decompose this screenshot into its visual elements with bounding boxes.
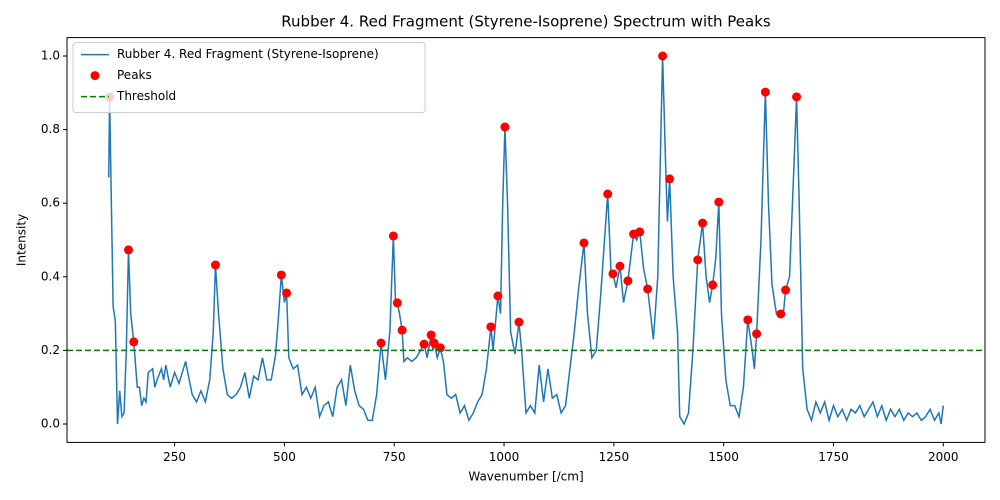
x-tick-label: 1500 <box>708 450 739 464</box>
x-axis-label: Wavenumber [/cm] <box>468 470 583 484</box>
peak-point <box>776 309 786 319</box>
peak-point <box>579 238 589 248</box>
y-tick-label: 1.0 <box>41 49 60 63</box>
legend-marker <box>90 71 100 81</box>
peak-point <box>698 218 708 228</box>
y-axis-label: Intensity <box>15 214 29 266</box>
chart-title: Rubber 4. Red Fragment (Styrene-Isoprene… <box>281 13 771 31</box>
peak-point <box>376 338 386 348</box>
peak-point <box>419 339 429 349</box>
legend-label: Peaks <box>117 68 152 82</box>
peak-point <box>282 288 292 298</box>
peak-point <box>743 315 753 325</box>
peak-point <box>665 174 675 184</box>
peak-point <box>615 261 625 271</box>
peak-point <box>276 270 286 280</box>
peak-point <box>603 189 613 199</box>
peak-point <box>514 317 524 327</box>
y-tick-label: 0.4 <box>41 269 60 283</box>
peak-point <box>752 329 762 339</box>
peak-point <box>643 284 653 294</box>
peak-point <box>426 330 436 340</box>
y-tick-label: 0.6 <box>41 196 60 210</box>
spectrum-line <box>107 55 945 426</box>
x-tick-label: 500 <box>273 450 296 464</box>
peak-point <box>129 337 139 347</box>
x-tick-label: 1250 <box>599 450 630 464</box>
peak-point <box>608 269 618 279</box>
peak-point <box>658 51 668 61</box>
peak-point <box>693 255 703 265</box>
peak-point <box>760 87 770 97</box>
peak-point <box>486 322 496 332</box>
x-tick-label: 1000 <box>489 450 520 464</box>
peak-point <box>714 197 724 207</box>
peak-point <box>792 92 802 102</box>
peak-point <box>493 291 503 301</box>
legend-label: Rubber 4. Red Fragment (Styrene-Isoprene… <box>117 47 379 61</box>
peak-point <box>210 260 220 270</box>
x-tick-label: 250 <box>163 450 186 464</box>
peak-point <box>429 338 439 348</box>
peak-point <box>623 276 633 286</box>
peak-point <box>781 285 791 295</box>
y-tick-label: 0.8 <box>41 122 60 136</box>
x-tick-label: 1750 <box>818 450 849 464</box>
peak-point <box>392 298 402 308</box>
peak-point <box>123 245 133 255</box>
legend-box <box>72 42 426 114</box>
peak-point <box>397 325 407 335</box>
peak-point <box>635 227 645 237</box>
x-tick-label: 2000 <box>928 450 959 464</box>
y-tick-label: 0.2 <box>41 343 60 357</box>
peak-point <box>500 122 510 132</box>
legend-label: Threshold <box>116 89 176 103</box>
plot-frame <box>66 37 986 443</box>
peak-point <box>708 280 718 290</box>
peak-point <box>388 231 398 241</box>
y-tick-label: 0.0 <box>41 417 60 431</box>
x-tick-label: 750 <box>383 450 406 464</box>
